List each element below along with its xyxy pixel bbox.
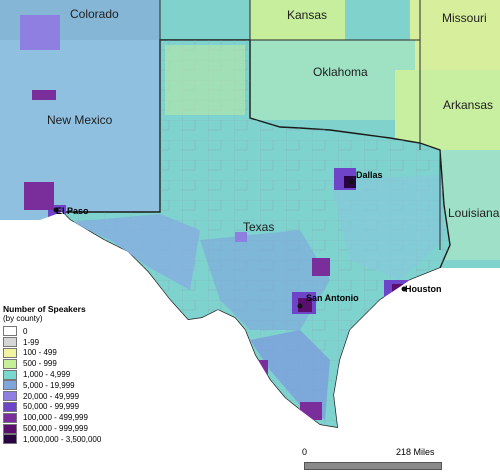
legend-item-label: 0 (23, 326, 28, 336)
legend-item-label: 500 - 999 (23, 359, 57, 369)
legend-swatch (3, 369, 17, 380)
legend-title: Number of Speakers (3, 304, 86, 314)
city-label-san-antonio: San Antonio (306, 293, 359, 303)
city-label-dallas: Dallas (356, 170, 383, 180)
legend-swatch (3, 358, 17, 369)
legend-swatch (3, 391, 17, 402)
state-boundaries (159, 0, 441, 250)
nm-county-2 (32, 90, 56, 100)
scale-end-label: 218 Miles (396, 447, 435, 457)
legend-item-label: 100 - 499 (23, 348, 57, 358)
state-label-oklahoma: Oklahoma (313, 65, 368, 79)
legend-item: 1,000 - 4,999 (3, 369, 173, 380)
missouri-region (410, 0, 500, 70)
san-antonio-county (298, 298, 312, 312)
kansas-region (250, 0, 345, 45)
legend-swatch (3, 337, 17, 348)
austin-county (312, 258, 330, 276)
legend-item-label: 5,000 - 19,999 (23, 380, 75, 390)
legend-item-label: 1-99 (23, 337, 40, 347)
nm-county-1 (20, 15, 60, 50)
city-label-houston: Houston (405, 284, 442, 294)
legend-item-label: 1,000 - 4,999 (23, 370, 71, 380)
city-label-el-paso: El Paso (56, 206, 89, 216)
el-paso-dot (53, 207, 59, 213)
legend-item: 0 (3, 326, 173, 337)
new-mexico-region (0, 40, 160, 220)
nm-county-3 (24, 182, 54, 210)
legend-items: 0 1-99 100 - 499 500 - 999 1,000 - 4,999 5,00… (3, 326, 173, 445)
legend-item-label: 1,000,000 - 3,500,000 (23, 434, 102, 444)
houston-dot (401, 286, 407, 292)
state-label-colorado: Colorado (70, 7, 119, 21)
legend-swatch (3, 412, 17, 423)
dallas-dot (348, 179, 354, 185)
east-texas-patch (330, 175, 444, 280)
legend-item-label: 500,000 - 999,999 (23, 424, 88, 434)
legend-item: 1,000,000 - 3,500,000 (3, 434, 173, 445)
west-texas-patch (70, 214, 200, 290)
state-label-texas: Texas (243, 220, 275, 234)
legend-item: 100 - 499 (3, 347, 173, 359)
san-antonio-dot (297, 303, 303, 309)
legend-item: 1-99 (3, 337, 173, 348)
legend-swatch (3, 423, 17, 434)
map-legend: Number of Speakers (by county) 0 1-99 100 … (3, 304, 173, 445)
mexico-area (0, 212, 345, 472)
state-label-missouri: Missouri (442, 11, 487, 25)
scale-bar: 0 218 Miles (300, 446, 446, 472)
state-label-new-mexico: New Mexico (47, 113, 113, 127)
south-texas-patch (250, 330, 330, 420)
legend-item: 50,000 - 99,999 (3, 401, 173, 413)
texas-county-grid (62, 40, 450, 428)
scale-start-label: 0 (302, 447, 308, 457)
state-label-louisiana: Louisiana (448, 206, 500, 220)
legend-item: 500,000 - 999,999 (3, 423, 173, 434)
scale-bar-graphic (304, 462, 442, 470)
legend-swatch (3, 380, 17, 391)
west-county (235, 232, 247, 242)
legend-item-label: 20,000 - 49,999 (23, 391, 80, 401)
gulf-water (334, 268, 500, 472)
state-label-arkansas: Arkansas (443, 98, 494, 112)
legend-item: 100,000 - 499,999 (3, 412, 173, 423)
legend-item-label: 100,000 - 499,999 (23, 413, 88, 423)
legend-swatch (3, 434, 17, 445)
legend-subtitle: (by county) (3, 314, 43, 323)
legend-item: 20,000 - 49,999 (3, 391, 173, 402)
legend-swatch (3, 401, 17, 412)
legend-swatch (3, 347, 17, 358)
panhandle-patch (165, 45, 245, 115)
legend-swatch (3, 326, 17, 337)
legend-item-label: 50,000 - 99,999 (23, 402, 80, 412)
legend-item: 500 - 999 (3, 358, 173, 369)
state-label-kansas: Kansas (287, 8, 328, 22)
legend-item: 5,000 - 19,999 (3, 380, 173, 391)
